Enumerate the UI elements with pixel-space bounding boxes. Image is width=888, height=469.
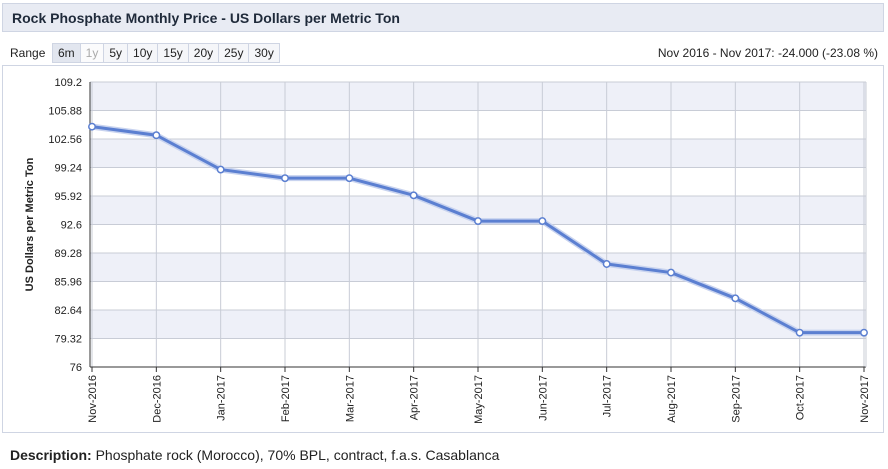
data-point (474, 217, 482, 226)
description: Description: Phosphate rock (Morocco), 7… (10, 447, 499, 463)
data-point (860, 328, 868, 337)
x-tick-label: May-2017 (473, 375, 485, 424)
data-point (281, 174, 289, 183)
range-25y-button[interactable]: 25y (218, 43, 250, 63)
x-tick-label: Feb-2017 (280, 375, 292, 422)
y-tick-label: 105.88 (48, 106, 82, 118)
x-tick-label: Apr-2017 (409, 375, 421, 420)
range-change-summary: Nov 2016 - Nov 2017: -24.000 (-23.08 %) (657, 46, 878, 60)
description-label: Description: (10, 447, 92, 463)
description-text: Phosphate rock (Morocco), 70% BPL, contr… (95, 447, 500, 463)
x-tick-label: Dec-2016 (151, 375, 163, 423)
chart-header: Rock Phosphate Monthly Price - US Dollar… (2, 3, 884, 32)
y-tick-label: 99.24 (54, 163, 82, 175)
data-point (731, 294, 740, 303)
x-tick-label: Aug-2017 (666, 375, 678, 423)
y-tick-label: 109.2 (54, 77, 82, 89)
y-axis-title: US Dollars per Metric Ton (24, 157, 36, 291)
data-point (667, 268, 675, 277)
data-point (345, 174, 354, 183)
range-buttons: 6m 1y 5y 10y 15y 20y 25y 30y (52, 43, 280, 63)
y-tick-label: 89.28 (54, 248, 82, 260)
range-label: Range (10, 46, 46, 60)
x-tick-label: Mar-2017 (344, 375, 356, 422)
data-point (795, 328, 804, 337)
chart-title: Rock Phosphate Monthly Price - US Dollar… (12, 10, 400, 26)
y-tick-label: 85.96 (54, 277, 82, 289)
range-15y-button[interactable]: 15y (157, 43, 189, 63)
range-6m-button[interactable]: 6m (52, 43, 81, 63)
y-tick-label: 79.32 (54, 334, 82, 346)
y-tick-label: 102.56 (48, 134, 82, 146)
range-1y-button[interactable]: 1y (79, 43, 105, 63)
range-30y-button[interactable]: 30y (248, 43, 280, 63)
y-tick-label: 82.64 (54, 305, 82, 317)
x-tick-label: Sep-2017 (730, 375, 742, 423)
line-chart: 109.2 105.88 102.56 99.24 95.92 92.6 89.28 85.9… (24, 77, 871, 424)
x-tick-label: Oct-2017 (795, 375, 807, 420)
y-tick-label: 76 (70, 362, 82, 374)
data-point (538, 217, 547, 226)
data-point (152, 131, 161, 140)
data-point (602, 260, 611, 268)
y-tick-label: 95.92 (54, 191, 82, 203)
chart-container: 109.2 105.88 102.56 99.24 95.92 92.6 89.28 85.9… (2, 65, 884, 433)
data-point (216, 165, 225, 174)
data-point (88, 122, 96, 131)
range-5y-button[interactable]: 5y (103, 43, 129, 63)
x-tick-label: Jun-2017 (537, 375, 549, 421)
data-point (409, 191, 418, 200)
x-tick-label: Nov-2017 (859, 375, 871, 423)
x-tick-label: Jan-2017 (216, 375, 228, 421)
range-10y-button[interactable]: 10y (127, 43, 159, 63)
range-20y-button[interactable]: 20y (187, 43, 220, 63)
x-tick-label: Nov-2016 (87, 375, 99, 423)
x-tick-label: Jul-2017 (602, 375, 614, 417)
y-tick-label: 92.6 (61, 220, 82, 232)
